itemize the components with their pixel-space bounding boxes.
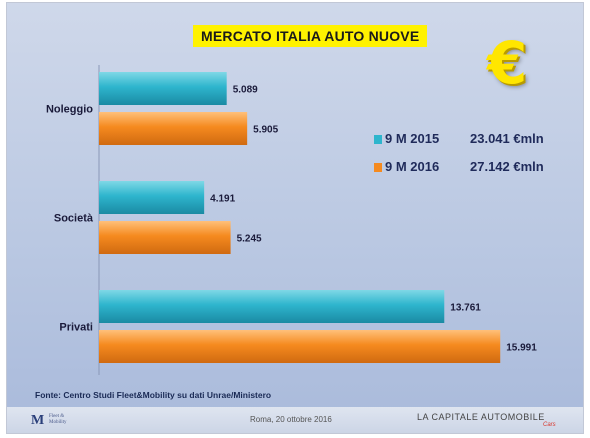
source-note: Fonte: Centro Studi Fleet&Mobility su da… bbox=[35, 390, 272, 400]
legend-total-2016: 27.142 €mln bbox=[470, 159, 544, 174]
euro-icon: € bbox=[487, 29, 528, 97]
value-label-societ--9-m-2015: 4.191 bbox=[210, 194, 235, 205]
logo-text-line-2: Mobility bbox=[49, 420, 67, 425]
bar-privati-9-m-2016 bbox=[99, 330, 501, 363]
legend-total-2015: 23.041 €mln bbox=[470, 131, 544, 146]
slide: MERCATO ITALIA AUTO NUOVE € Noleggio 5.08… bbox=[6, 2, 584, 434]
legend-swatch-2015 bbox=[374, 135, 382, 144]
bars-group: Noleggio 5.089 5.905 Società 4.191 5.245 Priva… bbox=[46, 72, 537, 363]
category-label-noleggio: Noleggio bbox=[46, 104, 93, 116]
value-label-noleggio-9-m-2015: 5.089 bbox=[233, 85, 258, 96]
bar-privati-9-m-2015 bbox=[99, 290, 445, 323]
value-label-societ--9-m-2016: 5.245 bbox=[237, 234, 262, 245]
category-label-privati: Privati bbox=[59, 322, 93, 334]
chart-title: MERCATO ITALIA AUTO NUOVE bbox=[193, 25, 428, 47]
event-caption: Roma, 20 ottobre 2016 bbox=[250, 415, 332, 424]
legend-label-2016: 9 M 2016 bbox=[385, 159, 440, 174]
fleet-mobility-logo-text: Fleet & Mobility bbox=[49, 414, 67, 426]
logo-text-line-1: Fleet & bbox=[49, 414, 65, 419]
bar-societ--9-m-2015 bbox=[99, 181, 205, 214]
brand-logo: LA CAPITALE AUTOMOBILE bbox=[417, 412, 545, 422]
category-label-societ-: Società bbox=[54, 213, 94, 225]
legend-swatch-2016 bbox=[374, 163, 382, 172]
legend-label-2015: 9 M 2015 bbox=[385, 131, 440, 146]
bar-noleggio-9-m-2016 bbox=[99, 112, 248, 145]
footer-bar: M Fleet & Mobility Roma, 20 ottobre 2016… bbox=[7, 407, 583, 433]
value-label-privati-9-m-2015: 13.761 bbox=[450, 303, 481, 314]
brand-logo-sub: Cars bbox=[543, 422, 556, 428]
fleet-mobility-logo: M bbox=[31, 413, 45, 428]
bar-societ--9-m-2016 bbox=[99, 221, 231, 254]
bar-noleggio-9-m-2015 bbox=[99, 72, 227, 105]
value-label-noleggio-9-m-2016: 5.905 bbox=[253, 125, 278, 136]
bar-chart: Noleggio 5.089 5.905 Società 4.191 5.245 Priva… bbox=[46, 65, 537, 375]
value-label-privati-9-m-2016: 15.991 bbox=[506, 343, 537, 354]
